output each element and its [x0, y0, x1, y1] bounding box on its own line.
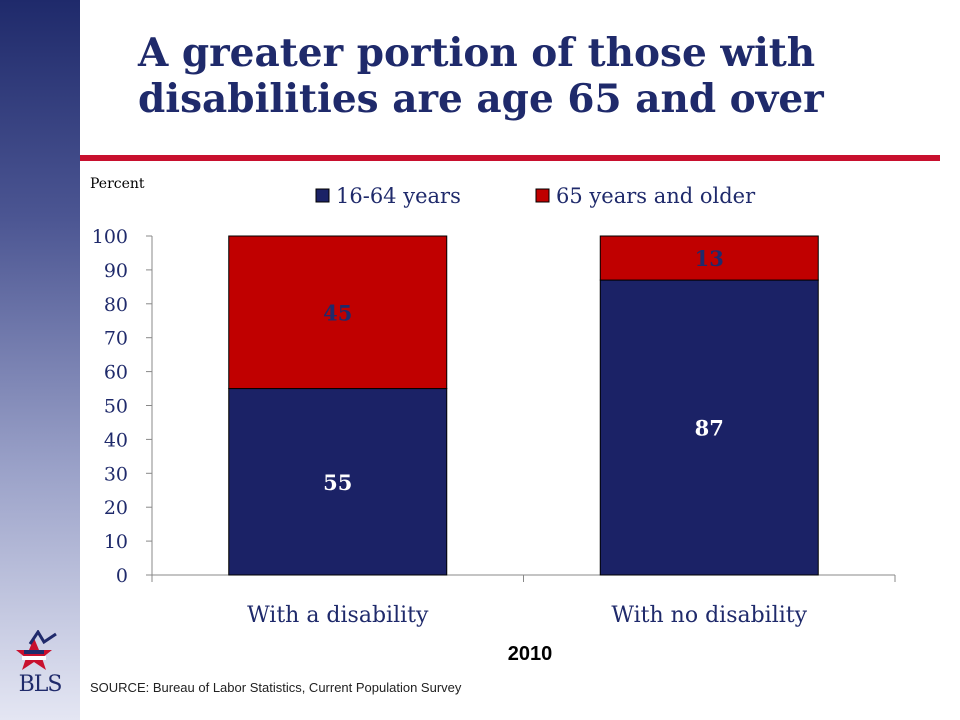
bar-age-65-plus-1: [228, 235, 448, 390]
y-tick-label: 80: [104, 294, 128, 316]
data-label: 55: [323, 470, 352, 495]
year-label: 2010: [507, 643, 553, 665]
source-note: SOURCE: Bureau of Labor Statistics, Curr…: [90, 680, 462, 695]
x-category-label: With no disability: [611, 603, 807, 628]
legend-swatch-age-65-plus: [535, 188, 550, 203]
y-tick-label: 90: [104, 260, 128, 282]
y-axis-label: Percent: [90, 176, 145, 192]
bar-age-16-64-2: [599, 279, 819, 576]
data-label: 13: [695, 246, 724, 271]
y-tick-label: 30: [104, 463, 128, 485]
bls-logo-text: BLS: [18, 672, 63, 697]
y-tick-label: 70: [104, 328, 128, 350]
y-tick-label: 20: [104, 497, 128, 519]
legend-swatch-age-16-64: [315, 188, 330, 203]
y-tick-label: 60: [104, 362, 128, 384]
bar-age-16-64-1: [228, 388, 448, 576]
y-tick-label: 100: [92, 226, 128, 248]
y-tick-label: 10: [104, 531, 128, 553]
title-line-2: disabilities are age 65 and over: [138, 76, 824, 122]
bls-logo: [16, 630, 57, 670]
y-tick-label: 0: [116, 565, 128, 587]
legend-label: 16-64 years: [336, 184, 461, 208]
x-category-label: With a disability: [247, 603, 429, 628]
y-tick-label: 50: [104, 396, 128, 418]
legend-label: 65 years and older: [556, 184, 756, 208]
side-band: [0, 0, 80, 720]
data-label: 45: [323, 300, 352, 325]
bar-age-65-plus-2: [599, 235, 819, 281]
slide-title: A greater portion of those with disabili…: [138, 30, 938, 122]
title-rule: [80, 155, 940, 161]
y-tick-label: 40: [104, 429, 128, 451]
data-label: 87: [695, 416, 724, 441]
title-line-1: A greater portion of those with: [138, 30, 816, 76]
